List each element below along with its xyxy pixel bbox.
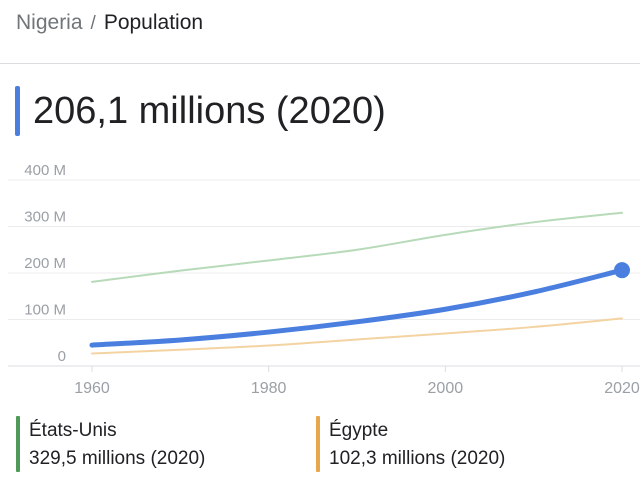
breadcrumb: Nigeria / Population bbox=[16, 10, 203, 37]
breadcrumb-separator: / bbox=[90, 13, 96, 34]
population-chart[interactable]: 0 100 M 200 M 300 M 400 M 1960 1980 2000 2020 bbox=[0, 160, 640, 400]
y-tick-label: 100 M bbox=[24, 302, 66, 319]
x-tick-label: 2020 bbox=[604, 380, 640, 397]
headline-accent-bar bbox=[15, 86, 20, 136]
x-tick-label: 1980 bbox=[251, 380, 287, 397]
series-line-nigeria bbox=[89, 267, 625, 348]
y-tick-label: 300 M bbox=[24, 209, 66, 226]
series-line-egypte bbox=[91, 317, 623, 355]
x-tick-label: 2000 bbox=[428, 380, 464, 397]
series-line-etats-unis bbox=[91, 211, 623, 283]
legend-value: 102,3 millions (2020) bbox=[329, 448, 506, 469]
legend-color-bar bbox=[16, 416, 20, 472]
legend-color-bar bbox=[316, 416, 320, 472]
series-endpoint-nigeria bbox=[614, 262, 630, 279]
legend-item-usa[interactable]: États-Unis 329,5 millions (2020) bbox=[16, 416, 296, 474]
legend-value: 329,5 millions (2020) bbox=[29, 448, 206, 469]
breadcrumb-parent-link[interactable]: Nigeria bbox=[16, 11, 83, 34]
y-tick-label: 400 M bbox=[24, 162, 66, 179]
header-divider bbox=[0, 63, 640, 64]
population-headline: 206,1 millions (2020) bbox=[33, 90, 386, 132]
legend-item-egypt[interactable]: Égypte 102,3 millions (2020) bbox=[316, 416, 616, 474]
y-tick-label: 0 bbox=[58, 348, 66, 365]
y-tick-label: 200 M bbox=[24, 255, 66, 272]
legend-label: Égypte bbox=[329, 420, 389, 441]
legend-label: États-Unis bbox=[29, 420, 117, 441]
x-tick-label: 1960 bbox=[74, 380, 110, 397]
breadcrumb-current: Population bbox=[103, 11, 204, 34]
